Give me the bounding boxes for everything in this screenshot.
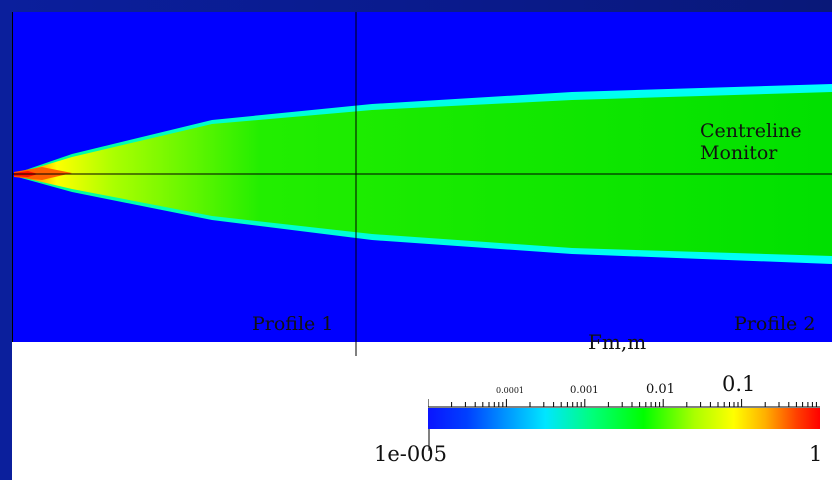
colorbar-tick-label-01: 0.01 <box>646 382 675 397</box>
contour-plot <box>12 12 832 356</box>
legend-title: Fm,m <box>588 330 647 354</box>
centreline-monitor-label: Centreline Monitor <box>700 120 802 164</box>
colorbar-tick-label-001: 0.001 <box>570 385 599 396</box>
colorbar-tick-label-1: 0.1 <box>722 372 756 396</box>
colorbar-min-label: 1e-005 <box>374 442 447 466</box>
colorbar-max-label: 1 <box>809 442 823 466</box>
colorbar-tick-marks <box>428 399 817 407</box>
colorbar-min-tick <box>428 429 430 451</box>
profile-1-label: Profile 1 <box>252 313 334 335</box>
colorbar-tick-label-0001: 0.0001 <box>496 386 524 395</box>
centreline-label-line1: Centreline <box>700 120 802 142</box>
plot-viewport: Centreline Monitor Profile 1 Profile 2 <box>12 12 832 480</box>
colorbar <box>428 408 820 429</box>
profile-2-label: Profile 2 <box>734 313 816 335</box>
centreline-label-line2: Monitor <box>700 142 778 164</box>
colorbar-ticks <box>428 399 820 408</box>
